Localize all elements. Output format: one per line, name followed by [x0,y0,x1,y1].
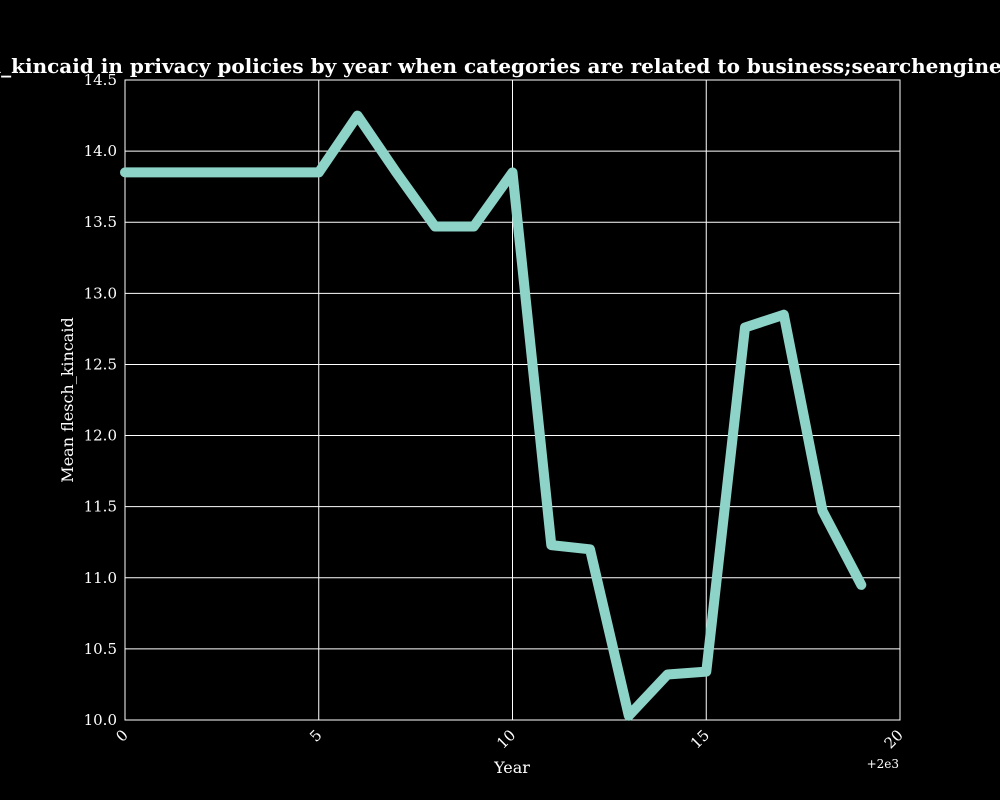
x-offset-label: +2e3 [867,757,899,771]
x-axis-label: Year [493,758,530,777]
y-tick-label: 11.0 [84,569,117,587]
y-tick-label: 13.0 [84,284,117,302]
y-tick-label: 13.5 [84,213,117,231]
y-tick-label: 11.5 [84,498,117,516]
y-tick-label: 12.5 [84,355,117,373]
y-tick-label: 14.5 [84,71,117,89]
series-line [120,110,867,721]
y-tick-label: 10.0 [84,711,117,729]
chart-title: Mean flesch_kincaid in privacy policies … [0,54,1000,78]
plot-frame [124,79,901,721]
x-tick-label: 0 [112,726,131,745]
x-tick-label: 5 [306,726,325,745]
y-axis-label: Mean flesch_kincaid [58,317,77,482]
y-tick-label: 12.0 [84,427,117,445]
x-tick-label: 20 [881,726,907,752]
y-tick-label: 10.5 [84,640,117,658]
series-layer [120,110,867,721]
x-tick-label: 10 [493,726,519,752]
y-tick-label: 14.0 [84,142,117,160]
x-tick-label: 15 [687,726,713,752]
